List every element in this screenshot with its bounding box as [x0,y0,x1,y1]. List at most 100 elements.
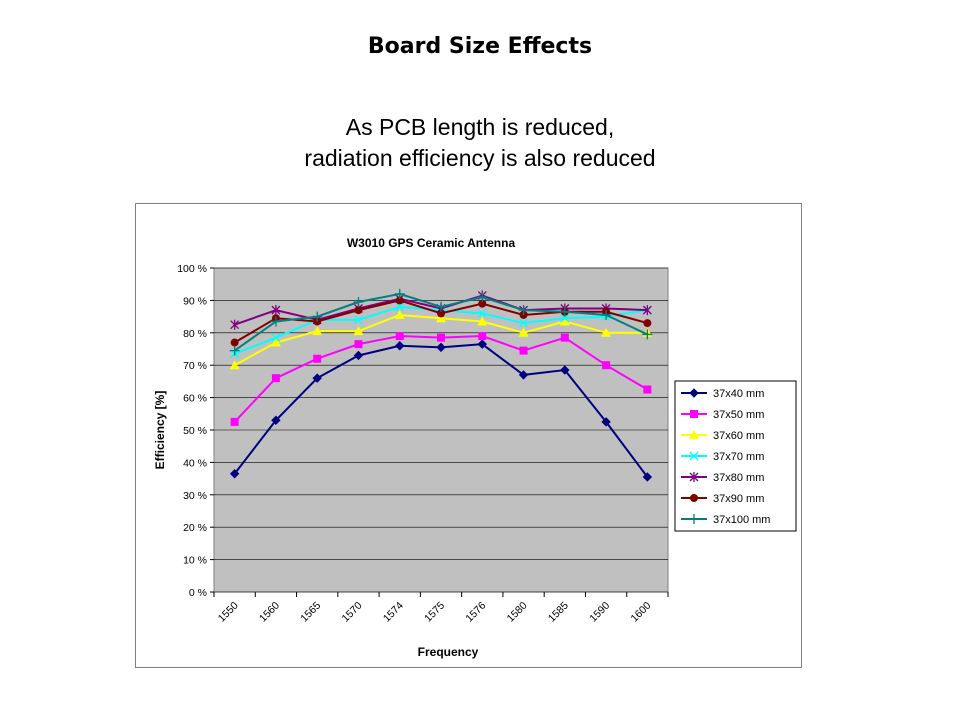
y-tick-label: 50 % [183,425,207,437]
data-point [560,365,570,375]
data-point [477,308,487,318]
legend-marker [689,472,699,482]
data-point [353,350,364,361]
data-point [271,415,281,425]
legend-item: 37x100 mm [681,514,770,526]
legend-item: 37x80 mm [681,472,764,484]
y-axis-label: Efficiency [%] [153,391,167,470]
slide-subtitle: As PCB length is reduced, radiation effi… [0,112,960,174]
data-point [229,469,240,479]
data-point [560,333,569,342]
data-point [230,319,240,330]
data-point [271,305,281,316]
series-37x90-mm [230,296,652,347]
data-point [518,305,529,316]
legend: 37x40 mm 37x50 mm 37x60 mm 37x70 mm 37x80 mm… [674,380,797,532]
data-point [436,313,446,323]
data-point [270,316,281,327]
data-point [354,340,363,349]
data-point [642,329,653,340]
x-tick-label: 1574 [381,600,406,625]
data-point [601,309,612,320]
x-tick-label: 1576 [463,600,488,625]
data-point [271,374,280,383]
legend-label: 37x50 mm [713,409,764,421]
data-point [395,302,405,312]
legend-marker [689,388,699,398]
x-tick-label: 1560 [257,600,282,625]
data-point [312,311,323,322]
legend-item: 37x90 mm [681,493,764,505]
series-37x40-mm [229,339,653,482]
legend-marker [690,410,698,418]
data-point [271,333,281,343]
data-point [477,316,488,326]
subtitle-line-2: radiation efficiency is also reduced [304,145,656,171]
data-point [354,306,363,315]
data-point [642,472,653,482]
data-point [518,370,529,380]
series-37x100-mm [229,288,653,356]
data-point [230,417,239,426]
data-point [559,316,570,326]
y-tick-label: 20 % [183,522,207,534]
y-tick-label: 0 % [189,587,207,599]
data-point [437,333,445,342]
legend-marker [689,430,699,439]
chart-frame: W3010 GPS Ceramic Antenna 0 % 10 % 20 % 30 %… [135,203,802,668]
slide-title: Board Size Effects [367,34,593,59]
legend-marker [690,494,698,502]
legend-marker [689,451,699,461]
data-point [394,309,405,319]
data-point [559,306,570,317]
data-point [642,305,652,316]
legend-label: 37x100 mm [713,514,770,526]
data-point [437,309,445,318]
data-point [643,319,652,328]
series-37x50-mm [230,332,652,426]
data-point [560,313,570,323]
data-point [477,292,488,303]
legend-marker [689,514,699,524]
data-point [229,360,240,370]
x-tick-label: 1565 [298,600,323,625]
y-tick-label: 10 % [183,555,207,567]
data-point [436,301,446,312]
x-tick-label: 1585 [546,600,571,625]
y-tick-label: 90 % [183,295,207,307]
y-tick-label: 40 % [183,457,207,469]
data-point [436,342,446,353]
data-point [643,385,652,394]
data-point [312,326,323,336]
y-tick-label: 80 % [183,328,207,340]
chart-title: W3010 GPS Ceramic Antenna [347,236,516,250]
x-tick-label: 1575 [422,600,447,625]
data-point [395,341,405,351]
data-point [313,354,322,363]
x-tick-label: 1600 [628,600,653,625]
data-point [230,338,239,347]
data-point [519,318,529,328]
x-tick-label: 1570 [340,600,365,625]
y-tick-label: 70 % [183,360,207,372]
data-point [478,299,487,308]
y-tick-label: 30 % [183,490,207,502]
data-point [395,332,404,341]
y-tick-label: 60 % [183,393,207,405]
data-point [353,315,363,325]
data-point [353,326,364,336]
legend-label: 37x80 mm [713,472,764,484]
x-tick-label: 1580 [505,600,530,625]
data-point [519,346,528,355]
y-tick-label: 100 % [177,263,207,275]
data-point [353,297,364,308]
legend-label: 37x60 mm [713,430,764,442]
x-tick-label: 1590 [587,600,612,625]
data-point [601,327,612,337]
legend-item: 37x40 mm [681,388,764,400]
x-tick-label: 1550 [216,600,241,625]
legend-item: 37x50 mm [681,409,764,421]
data-point [229,345,240,356]
subtitle-line-1: As PCB length is reduced, [345,114,615,140]
legend-item: 37x70 mm [681,451,764,463]
